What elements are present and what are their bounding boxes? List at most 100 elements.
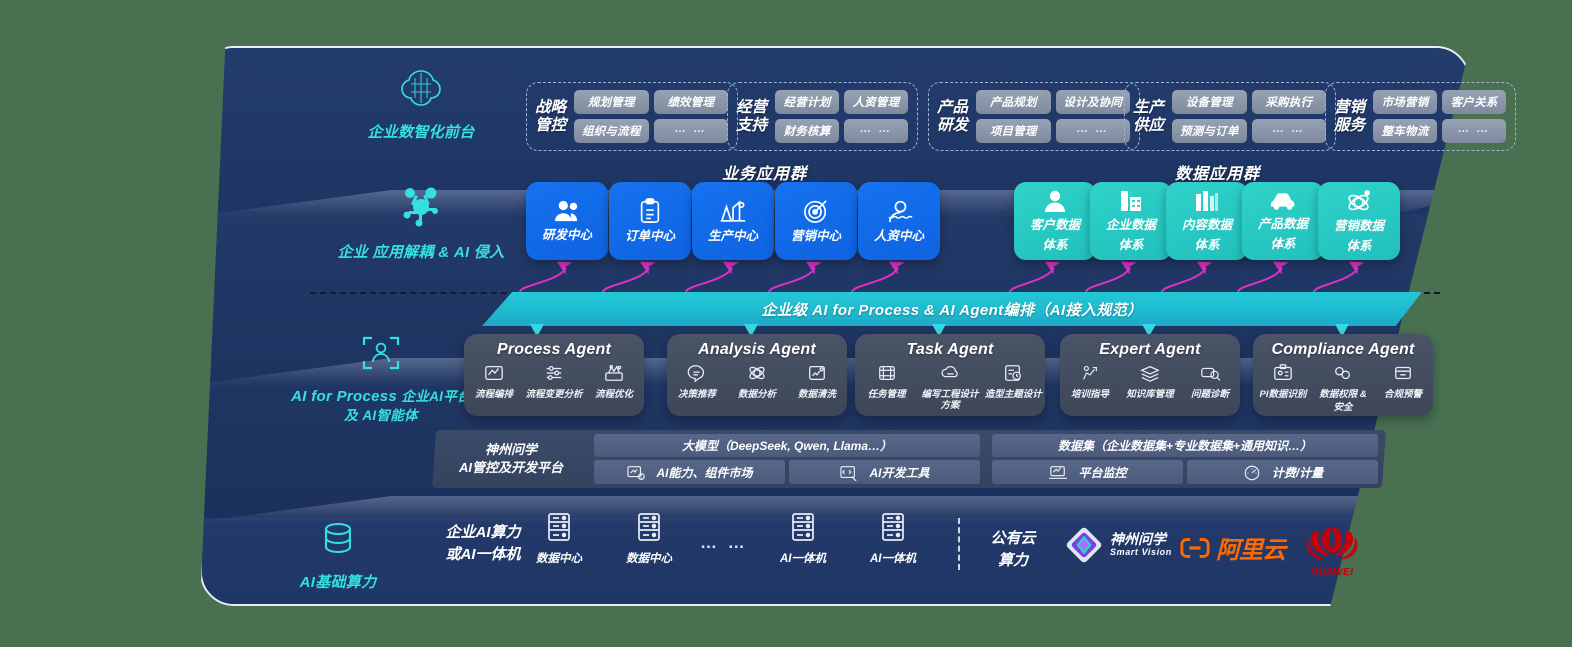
- optimize-icon: [605, 364, 623, 381]
- domain-chip[interactable]: 设计及协同: [1055, 90, 1131, 114]
- agent-features: 决策推荐 数据分析 数据清洗: [667, 363, 847, 401]
- domain-chip-more[interactable]: … …: [653, 119, 729, 143]
- domain-group-operations[interactable]: 经营 支持 经营计划 人资管理 财务核算 … …: [727, 82, 919, 151]
- business-app-group-title: 业务应用群: [722, 166, 808, 183]
- server-icon: [548, 513, 570, 541]
- agent-feature[interactable]: 问题诊断: [1180, 363, 1239, 401]
- data-card-label: 企业数据: [1105, 218, 1156, 232]
- agent-feature[interactable]: 流程变更分析: [524, 363, 583, 401]
- down-arrow-icon: [1335, 315, 1349, 337]
- infra-node-datacenter-1[interactable]: 数据中心: [524, 512, 594, 566]
- vendor-logo-huawei[interactable]: HUAWEI: [1305, 524, 1359, 578]
- agent-feature[interactable]: 决策推荐: [667, 363, 726, 401]
- app-card-rd-center[interactable]: 研发中心: [526, 182, 608, 260]
- vendor-logo-aliyun[interactable]: 阿里云: [1180, 530, 1286, 565]
- domain-chip[interactable]: 客户关系: [1442, 90, 1507, 114]
- domain-chip[interactable]: 财务核算: [775, 119, 840, 143]
- infra-node-datacenter-2[interactable]: 数据中心: [614, 512, 684, 566]
- agent-feature[interactable]: 数据权限 & 安全: [1313, 363, 1372, 414]
- agent-feature[interactable]: 流程优化: [584, 363, 643, 401]
- platform-cell-monitor[interactable]: 平台监控: [992, 460, 1183, 484]
- agent-feature[interactable]: 任务管理: [855, 363, 918, 412]
- atom-analysis-icon: [749, 366, 765, 380]
- rail-label: 企业数智化前台: [367, 124, 475, 141]
- agent-card-task[interactable]: Task Agent 任务管理 编写工程设计方案 造型主题设计: [855, 334, 1045, 416]
- app-card-production-center[interactable]: 生产中心: [692, 182, 774, 260]
- platform-model-column: 大模型（DeepSeek, Qwen, Llama…） AI能力、组件市场 AI…: [588, 430, 986, 488]
- domain-group-marketing-service[interactable]: 营销 服务 市场营销 客户关系 整车物流 … …: [1325, 82, 1517, 151]
- domain-group-strategy[interactable]: 战略 管控 规划管理 绩效管理 组织与流程 … …: [526, 82, 739, 151]
- agent-feature-label: 数据清洗: [797, 389, 836, 400]
- platform-cell-market[interactable]: AI能力、组件市场: [594, 460, 785, 484]
- domain-name: 经营 支持: [736, 98, 768, 134]
- domain-chip[interactable]: 组织与流程: [574, 119, 649, 143]
- app-card-hr-center[interactable]: 人资中心: [858, 182, 940, 260]
- domain-group-product-rd[interactable]: 产品 研发 产品规划 设计及协同 项目管理 … …: [928, 82, 1141, 151]
- platform-models-bar[interactable]: 大模型（DeepSeek, Qwen, Llama…）: [594, 434, 980, 457]
- data-card-enterprise[interactable]: 企业数据 体系: [1090, 182, 1172, 260]
- infra-divider: [958, 518, 960, 570]
- infra-node-allinone-2[interactable]: AI一体机: [858, 512, 928, 566]
- app-card-label: 研发中心: [541, 228, 592, 242]
- data-card-marketing[interactable]: 营销数据 体系: [1318, 182, 1400, 260]
- infra-node-label: AI一体机: [870, 553, 916, 565]
- agent-card-expert[interactable]: Expert Agent 培训指导 知识库管理 问题诊断: [1060, 334, 1240, 416]
- infra-node-label: 数据中心: [536, 553, 582, 565]
- agent-name: Compliance Agent: [1271, 341, 1415, 358]
- domain-group-production-supply[interactable]: 生产 供应 设备管理 采购执行 预测与订单 … …: [1124, 82, 1337, 151]
- agent-feature[interactable]: PI数据识别: [1253, 363, 1312, 414]
- rail-label-line2: AI智能体: [362, 408, 418, 424]
- agent-feature-label: 决策推荐: [677, 389, 716, 400]
- platform-cell-label: AI能力、组件市场: [656, 465, 753, 480]
- domain-chip[interactable]: 人资管理: [844, 90, 909, 114]
- agent-card-compliance[interactable]: Compliance Agent PI数据识别 数据权限 & 安全 合规预警: [1253, 334, 1433, 416]
- agent-feature-label: 流程编排: [474, 389, 513, 400]
- agent-feature[interactable]: 合规预警: [1373, 363, 1432, 414]
- platform-cell-devtool[interactable]: AI开发工具: [789, 460, 980, 484]
- domain-chip[interactable]: 经营计划: [775, 90, 840, 114]
- infra-node-allinone-1[interactable]: AI一体机: [768, 512, 838, 566]
- domain-chip-more[interactable]: … …: [1442, 119, 1507, 143]
- domain-name: 营销 服务: [1334, 98, 1366, 134]
- platform-title-line1: 神州问学: [484, 441, 537, 457]
- domain-chip[interactable]: 产品规划: [976, 90, 1051, 114]
- agent-card-analysis[interactable]: Analysis Agent 决策推荐 数据分析 数据清洗: [667, 334, 847, 416]
- domain-chip[interactable]: 整车物流: [1373, 119, 1438, 143]
- rail-label-line1: 企业AI平台及: [344, 389, 471, 424]
- vendor-logo-smart-vision[interactable]: 神州问学 Smart Vision: [1065, 526, 1172, 564]
- domain-chip-grid: 市场营销 客户关系 整车物流 … …: [1373, 90, 1507, 143]
- domain-chip[interactable]: 规划管理: [574, 90, 649, 114]
- domain-chip[interactable]: 绩效管理: [653, 90, 729, 114]
- agent-feature[interactable]: 造型主题设计: [982, 363, 1045, 412]
- domain-chip[interactable]: 市场营销: [1373, 90, 1438, 114]
- agent-feature[interactable]: 数据分析: [727, 363, 786, 401]
- agent-card-process[interactable]: Process Agent 流程编排 流程变更分析 流程优化: [464, 334, 644, 416]
- platform-dataset-bar[interactable]: 数据集（企业数据集+专业数据集+通用知识…）: [992, 434, 1378, 457]
- domain-chip-more[interactable]: … …: [844, 119, 909, 143]
- domain-chip-more[interactable]: … …: [1251, 119, 1327, 143]
- data-card-product[interactable]: 产品数据 体系: [1242, 182, 1324, 260]
- data-card-customer[interactable]: 客户数据 体系: [1014, 182, 1096, 260]
- data-card-content[interactable]: 内容数据 体系: [1166, 182, 1248, 260]
- agent-feature[interactable]: 编写工程设计方案: [919, 363, 982, 412]
- agent-feature-label: 造型主题设计: [984, 389, 1042, 400]
- app-card-marketing-center[interactable]: 营销中心: [775, 182, 857, 260]
- infra-headline-line2: 或AI一体机: [445, 545, 521, 563]
- platform-cell-metering[interactable]: 计费/计量: [1187, 460, 1378, 484]
- rail-label: AI基础算力: [299, 574, 377, 591]
- domain-chip[interactable]: 预测与订单: [1172, 119, 1247, 143]
- monitor-icon: [1049, 465, 1068, 479]
- domain-chip[interactable]: 采购执行: [1251, 90, 1327, 114]
- cloud-write-icon: [941, 365, 958, 378]
- agent-feature[interactable]: 流程编排: [464, 363, 523, 401]
- agent-feature[interactable]: 培训指导: [1060, 363, 1119, 401]
- agent-feature[interactable]: 数据清洗: [787, 363, 846, 401]
- agent-feature[interactable]: 知识库管理: [1120, 363, 1179, 401]
- server-icon: [638, 513, 660, 541]
- domain-chip-more[interactable]: … …: [1055, 119, 1131, 143]
- domain-chip[interactable]: 设备管理: [1172, 90, 1247, 114]
- domain-name: 战略 管控: [535, 98, 567, 134]
- data-card-label2: 体系: [1346, 238, 1372, 253]
- app-card-order-center[interactable]: 订单中心: [609, 182, 691, 260]
- domain-chip[interactable]: 项目管理: [976, 119, 1051, 143]
